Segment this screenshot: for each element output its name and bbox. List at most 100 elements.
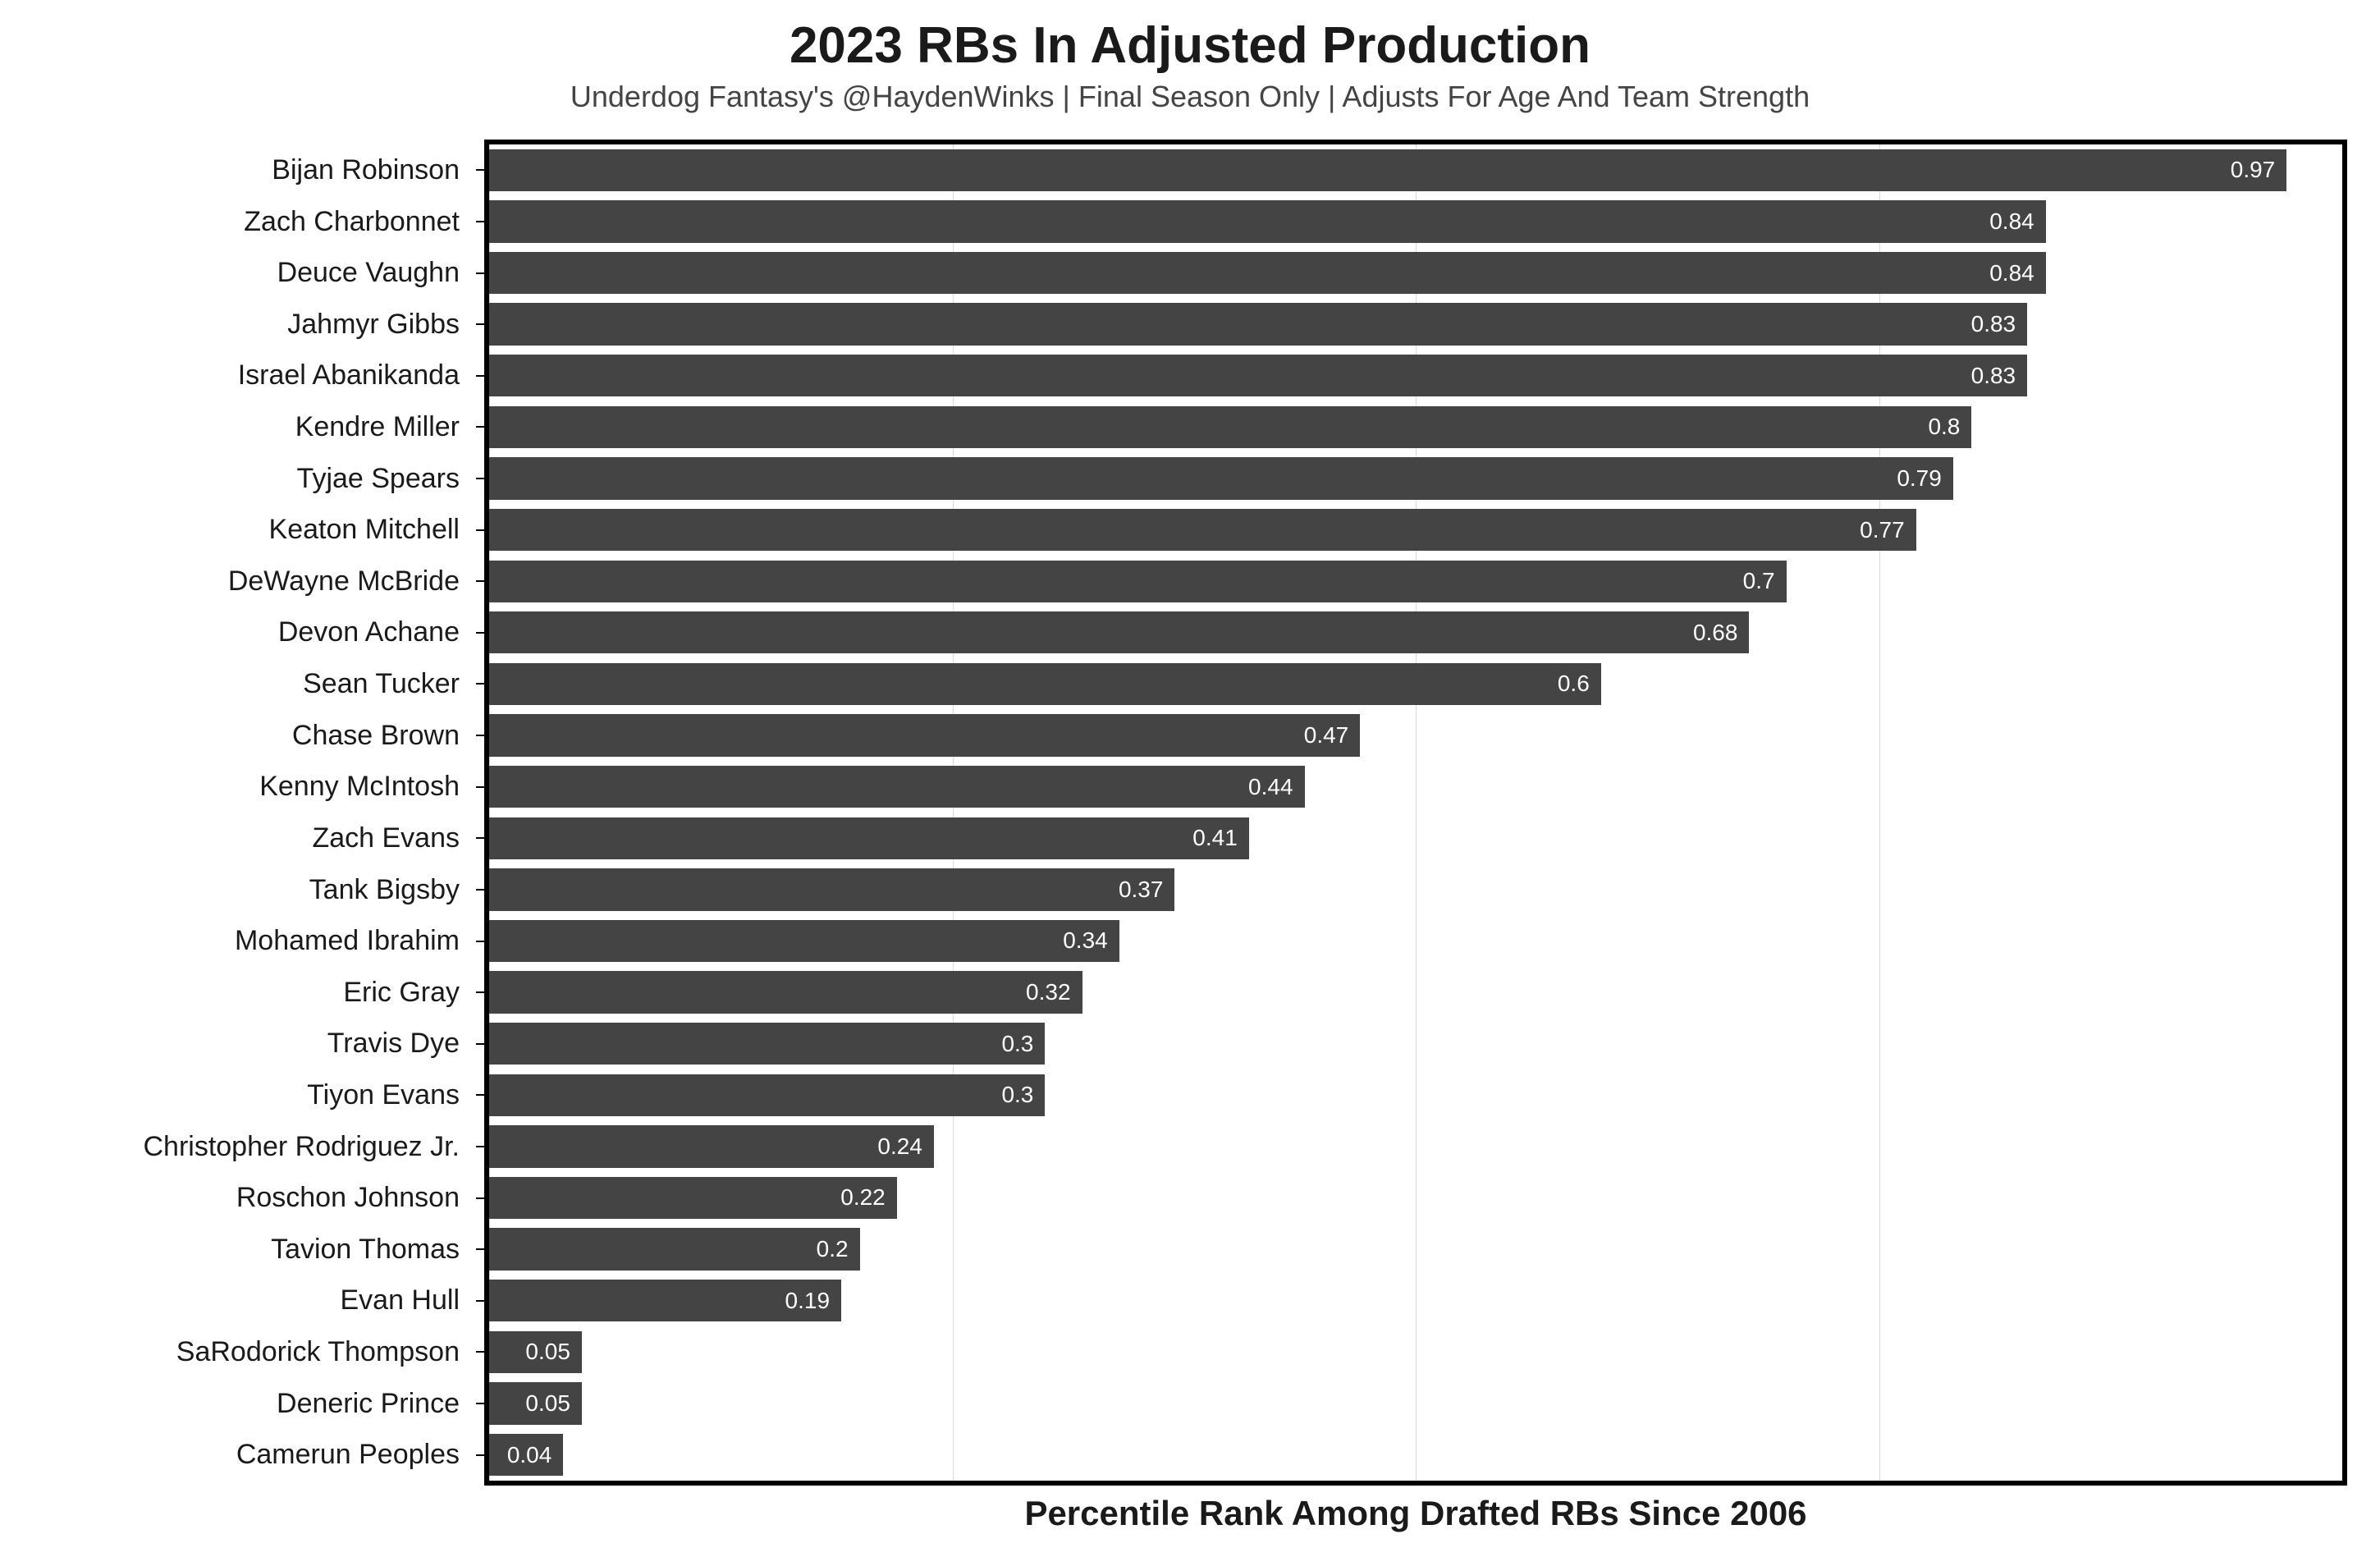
bar-value-label: 0.3 (1001, 1082, 1033, 1108)
bar-value-label: 0.8 (1928, 414, 1960, 440)
bar-value-label: 0.41 (1192, 825, 1238, 851)
bar-value-label: 0.22 (840, 1184, 886, 1211)
bar-value-label: 0.3 (1001, 1031, 1033, 1057)
y-axis-label: Tiyon Evans (0, 1069, 460, 1121)
y-axis-label: Deuce Vaughn (0, 247, 460, 299)
bar-value-label: 0.97 (2231, 157, 2276, 183)
y-axis-tick (476, 837, 484, 839)
y-axis-tick (476, 478, 484, 479)
bars-group: 0.970.840.840.830.830.80.790.770.70.680.… (489, 144, 2342, 1481)
bar-row: 0.44 (489, 761, 2342, 813)
bar: 0.83 (489, 303, 2027, 345)
bar-row: 0.47 (489, 710, 2342, 762)
bar-value-label: 0.79 (1897, 465, 1942, 492)
chart-subtitle: Underdog Fantasy's @HaydenWinks | Final … (0, 80, 2380, 114)
bar-row: 0.05 (489, 1378, 2342, 1430)
bar: 0.2 (489, 1228, 860, 1270)
bar-row: 0.19 (489, 1275, 2342, 1326)
bar: 0.84 (489, 252, 2046, 294)
y-axis-label: Evan Hull (0, 1275, 460, 1326)
bar: 0.84 (489, 200, 2046, 242)
bar-value-label: 0.05 (525, 1339, 570, 1365)
bar-value-label: 0.2 (817, 1236, 849, 1262)
bar: 0.77 (489, 509, 1916, 551)
y-axis-tick (476, 683, 484, 685)
bar: 0.97 (489, 149, 2286, 191)
chart-container: 2023 RBs In Adjusted Production Underdog… (0, 0, 2380, 1566)
gridline (2342, 144, 2343, 1481)
bar-row: 0.3 (489, 1069, 2342, 1121)
bar: 0.3 (489, 1023, 1045, 1065)
y-axis-label: Jahmyr Gibbs (0, 299, 460, 350)
plot-area: 0.970.840.840.830.830.80.790.770.70.680.… (484, 140, 2347, 1486)
y-axis-label: Eric Gray (0, 967, 460, 1019)
bar-row: 0.34 (489, 915, 2342, 967)
title-block: 2023 RBs In Adjusted Production Underdog… (0, 0, 2380, 114)
bar-row: 0.7 (489, 556, 2342, 607)
bar-value-label: 0.37 (1119, 877, 1164, 903)
bar-row: 0.84 (489, 196, 2342, 248)
bar-row: 0.2 (489, 1224, 2342, 1275)
bar: 0.3 (489, 1074, 1045, 1116)
plot-wrap: 0.970.840.840.830.830.80.790.770.70.680.… (484, 140, 2347, 1486)
y-axis-tick (476, 323, 484, 325)
x-axis-title: Percentile Rank Among Drafted RBs Since … (484, 1494, 2347, 1533)
y-axis-label: Chase Brown (0, 710, 460, 762)
y-axis-tick (476, 221, 484, 222)
y-axis-label: DeWayne McBride (0, 556, 460, 607)
y-axis-label: Camerun Peoples (0, 1429, 460, 1481)
bar: 0.32 (489, 971, 1082, 1013)
bar: 0.83 (489, 355, 2027, 396)
bar-row: 0.83 (489, 299, 2342, 350)
bar-value-label: 0.32 (1026, 979, 1071, 1005)
y-axis-tick (476, 426, 484, 428)
y-axis-tick (476, 580, 484, 582)
bar: 0.47 (489, 714, 1360, 756)
y-axis-label: Tank Bigsby (0, 864, 460, 916)
bar: 0.05 (489, 1382, 582, 1424)
y-axis-label: Zach Charbonnet (0, 196, 460, 248)
bar-value-label: 0.7 (1743, 568, 1775, 594)
bar: 0.8 (489, 406, 1971, 448)
y-axis-label: Travis Dye (0, 1018, 460, 1069)
bar-row: 0.8 (489, 401, 2342, 453)
y-axis-label: Tavion Thomas (0, 1224, 460, 1275)
chart-title: 2023 RBs In Adjusted Production (0, 16, 2380, 75)
y-axis-label: Kendre Miller (0, 401, 460, 453)
bar-value-label: 0.83 (1971, 311, 2016, 337)
bar-value-label: 0.83 (1971, 363, 2016, 389)
bar-row: 0.05 (489, 1326, 2342, 1378)
bar: 0.19 (489, 1280, 841, 1321)
y-axis-tick (476, 1248, 484, 1250)
bar-row: 0.32 (489, 967, 2342, 1019)
y-axis-tick (476, 1403, 484, 1404)
y-axis-label: Christopher Rodriguez Jr. (0, 1121, 460, 1173)
y-axis-tick (476, 735, 484, 736)
y-axis-label: Deneric Prince (0, 1378, 460, 1430)
bar-value-label: 0.34 (1063, 927, 1108, 954)
bar: 0.79 (489, 457, 1953, 499)
bar-value-label: 0.04 (507, 1442, 552, 1468)
bar-row: 0.97 (489, 144, 2342, 196)
bar: 0.34 (489, 920, 1119, 962)
y-axis-tick (476, 941, 484, 942)
bar-row: 0.41 (489, 813, 2342, 864)
y-axis-tick (476, 375, 484, 377)
y-axis-tick (476, 1043, 484, 1045)
bar: 0.24 (489, 1125, 934, 1167)
y-axis-label: Devon Achane (0, 607, 460, 658)
bar-row: 0.37 (489, 864, 2342, 916)
bar-row: 0.68 (489, 607, 2342, 658)
bar-value-label: 0.19 (785, 1288, 831, 1314)
bar-row: 0.6 (489, 658, 2342, 710)
y-axis-label: Israel Abanikanda (0, 350, 460, 401)
bar: 0.7 (489, 561, 1787, 602)
bar-row: 0.04 (489, 1429, 2342, 1481)
bar-row: 0.22 (489, 1172, 2342, 1224)
y-axis-tick (476, 786, 484, 788)
y-axis-label: Tyjae Spears (0, 453, 460, 505)
bar: 0.22 (489, 1177, 897, 1219)
y-axis-tick (476, 1197, 484, 1199)
y-axis-tick (476, 632, 484, 634)
y-axis-label: Zach Evans (0, 813, 460, 864)
